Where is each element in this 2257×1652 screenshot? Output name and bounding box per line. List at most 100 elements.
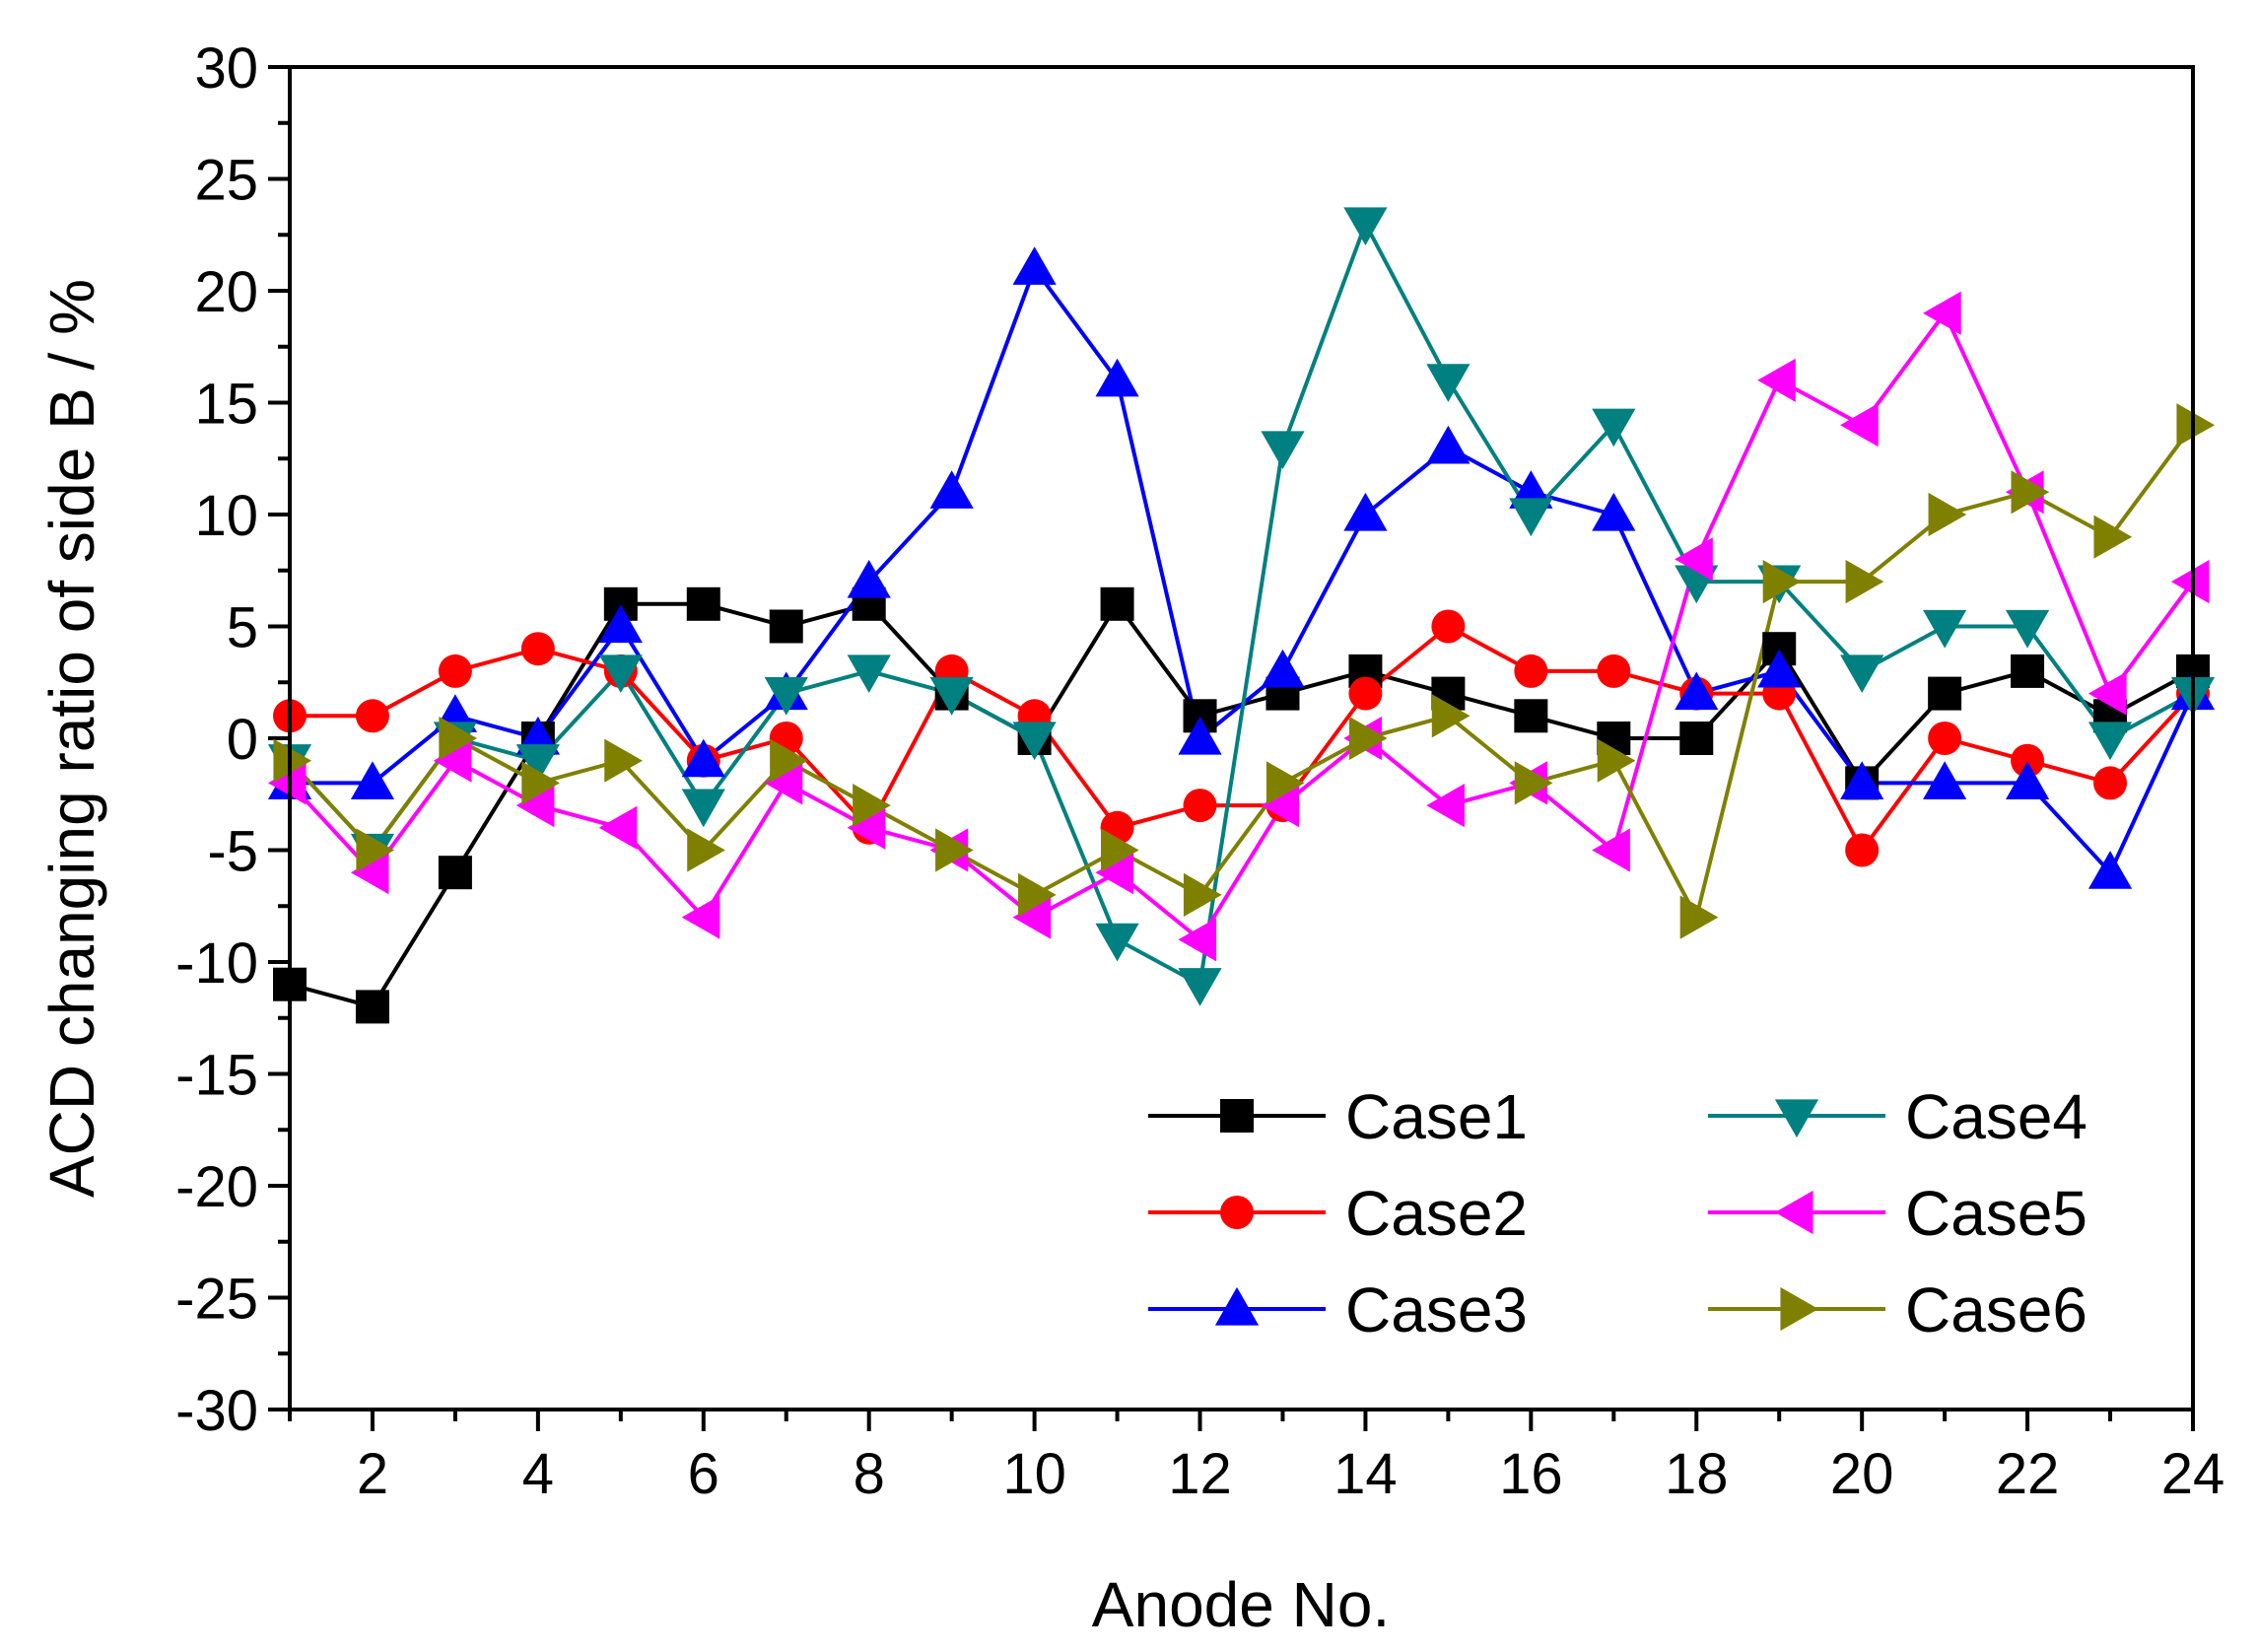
y-tick-label: 0 [227, 708, 258, 772]
x-tick-label: 6 [688, 1442, 719, 1506]
data-point-case4 [1509, 498, 1553, 537]
x-tick-label: 18 [1665, 1442, 1729, 1506]
data-point-case5 [1675, 537, 1713, 582]
data-point-case5 [1923, 291, 1961, 335]
data-point-case5 [267, 761, 307, 805]
data-point-case4 [515, 744, 560, 783]
data-point-case2 [1514, 654, 1548, 688]
data-point-case2 [1431, 609, 1466, 644]
data-point-case1 [355, 990, 389, 1024]
series-line-case5 [290, 309, 2193, 943]
data-point-case6 [521, 761, 560, 805]
data-point-case2 [355, 699, 389, 733]
y-tick-label: 15 [194, 373, 258, 437]
data-point-case3 [1840, 761, 1884, 799]
x-tick-label: 2 [357, 1442, 388, 1506]
legend-marker-case6 [1780, 1286, 1819, 1332]
legend-label-case4: Case4 [1905, 1081, 2087, 1152]
data-point-case4 [1592, 408, 1636, 447]
data-point-case4 [1923, 609, 1967, 649]
data-point-case5 [350, 851, 389, 895]
data-point-case6 [1762, 560, 1802, 604]
data-point-case5 [1426, 784, 1465, 828]
legend-marker-case1 [1220, 1099, 1254, 1133]
data-point-case2 [438, 654, 472, 688]
data-point-case3 [1012, 246, 1057, 285]
data-point-case6 [2093, 515, 2133, 559]
y-tick-label: 5 [227, 596, 258, 660]
y-axis-title: ACD changing ratio of side B / % [36, 279, 107, 1198]
data-point-case3 [2005, 761, 2050, 799]
data-point-case2 [1928, 722, 1962, 755]
x-tick-label: 14 [1334, 1442, 1398, 1506]
data-point-case5 [433, 738, 472, 783]
data-point-case4 [2087, 722, 2133, 761]
data-point-case5 [1261, 784, 1300, 828]
data-point-case6 [1928, 492, 1967, 537]
x-tick-label: 24 [2161, 1442, 2225, 1506]
data-point-case2 [2011, 743, 2045, 778]
plot-frame [288, 65, 2195, 1411]
data-point-case3 [1426, 425, 1470, 464]
data-point-case4 [598, 654, 643, 693]
data-point-case3 [681, 738, 725, 778]
data-point-case2 [520, 632, 555, 666]
y-tick-label: -20 [175, 1155, 258, 1219]
data-point-case3 [1675, 671, 1719, 711]
data-point-case6 [1348, 716, 1388, 761]
legend: Case1 Case2 Case3 Case4 Case5 Case6 [1148, 1081, 2087, 1345]
data-point-case3 [929, 470, 974, 509]
series-line-case3 [290, 264, 2193, 876]
data-point-case4 [1343, 207, 1388, 245]
legend-label-case3: Case3 [1345, 1274, 1528, 1345]
data-point-case4 [681, 789, 725, 828]
data-point-case1 [1100, 586, 1134, 621]
y-tick-label: -10 [175, 931, 258, 996]
data-point-case3 [598, 604, 643, 644]
data-point-case3 [847, 560, 891, 598]
legend-marker-case5 [1774, 1190, 1813, 1235]
data-point-case5 [1840, 403, 1879, 447]
data-point-case6 [1018, 872, 1057, 917]
data-point-case5 [2170, 560, 2210, 604]
data-point-case6 [770, 738, 808, 783]
data-point-case6 [1514, 761, 1553, 805]
data-point-case6 [1183, 872, 1222, 917]
data-point-case6 [1265, 761, 1305, 805]
data-point-case4 [1012, 722, 1057, 761]
data-point-case5 [598, 805, 638, 850]
data-point-case6 [439, 716, 478, 761]
data-point-case5 [681, 895, 720, 939]
data-point-case5 [764, 761, 803, 805]
data-point-case6 [853, 784, 891, 828]
y-tick-label: -5 [207, 820, 258, 884]
data-point-case6 [935, 828, 974, 872]
legend-marker-case2 [1220, 1196, 1254, 1229]
data-point-case1 [1514, 699, 1548, 733]
data-point-case6 [1845, 560, 1884, 604]
data-point-case1 [769, 609, 803, 644]
data-point-case4 [1426, 364, 1470, 402]
data-point-case6 [273, 738, 312, 783]
data-point-case5 [1012, 895, 1052, 939]
data-point-case6 [1679, 895, 1719, 939]
data-point-case1 [1928, 676, 1962, 711]
data-point-case3 [350, 761, 395, 799]
data-point-case5 [515, 784, 555, 828]
data-point-case6 [604, 738, 643, 783]
x-tick-label: 16 [1499, 1442, 1563, 1506]
data-point-case4 [1261, 431, 1305, 469]
y-tick-label: 30 [194, 36, 258, 101]
data-point-case3 [1592, 492, 1636, 531]
legend-label-case1: Case1 [1345, 1081, 1528, 1152]
data-point-case4 [1178, 968, 1222, 1006]
data-point-case3 [1095, 358, 1139, 397]
data-point-case2 [1597, 654, 1631, 688]
data-point-case2 [2093, 766, 2128, 800]
legend-label-case2: Case2 [1345, 1178, 1528, 1249]
y-tick-label: -25 [175, 1268, 258, 1332]
data-point-case5 [847, 805, 886, 850]
x-tick-label: 12 [1168, 1442, 1232, 1506]
x-tick-label: 22 [1996, 1442, 2060, 1506]
